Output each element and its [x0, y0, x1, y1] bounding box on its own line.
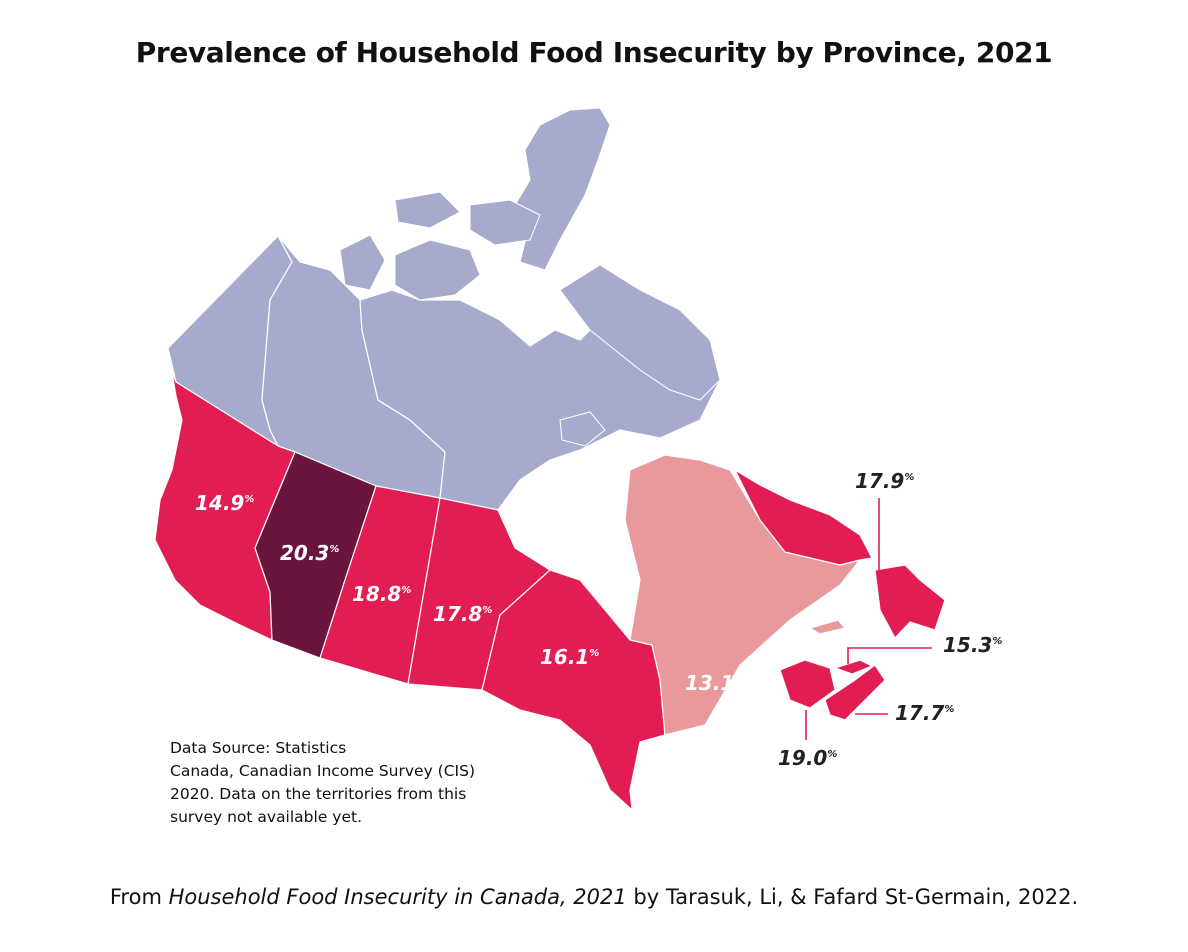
leader-lines: [805, 498, 932, 740]
melville-island: [394, 191, 461, 229]
source-line: survey not available yet.: [170, 808, 362, 826]
data-source-note: Data Source: Statistics Canada, Canadian…: [170, 737, 560, 829]
citation-book-title: Household Food Insecurity in Canada, 202…: [168, 885, 627, 909]
label-manitoba: 17.8%: [433, 602, 492, 626]
source-line: Data Source: Statistics: [170, 739, 347, 757]
value-labels: 14.9% 20.3% 18.8% 17.8% 16.1% 13.1% 17.9…: [195, 469, 1002, 770]
victoria-island: [394, 239, 481, 301]
label-saskatchewan: 18.8%: [352, 582, 411, 606]
banks-island: [339, 234, 386, 291]
devon-island: [469, 199, 541, 246]
province-labrador: [733, 468, 873, 566]
arctic-islands: [339, 107, 721, 447]
province-saskatchewan: [319, 485, 441, 685]
province-new-brunswick: [779, 659, 836, 709]
province-newfoundland-island: [874, 564, 946, 640]
label-quebec: 13.1%: [685, 671, 744, 695]
citation-prefix: From: [109, 885, 169, 909]
leader-line-pei: [847, 647, 932, 664]
label-ontario: 16.1%: [540, 645, 599, 669]
label-bc: 14.9%: [195, 491, 254, 515]
southampton-island: [559, 411, 606, 447]
provinces: [154, 371, 946, 812]
map-title: Prevalence of Household Food Insecurity …: [135, 36, 1053, 69]
province-nova-scotia: [824, 664, 886, 721]
source-line: 2020. Data on the territories from this: [170, 785, 467, 803]
ellesmere-island: [514, 107, 611, 271]
province-ontario: [481, 569, 666, 812]
label-nova-scotia: 17.7%: [895, 701, 954, 725]
citation: From Household Food Insecurity in Canada…: [0, 885, 1188, 909]
baffin-island: [559, 264, 721, 401]
label-alberta: 20.3%: [280, 541, 339, 565]
label-pei: 15.3%: [943, 633, 1002, 657]
anticosti-island: [808, 619, 847, 635]
label-newfoundland: 17.9%: [855, 469, 914, 493]
province-quebec: [624, 454, 862, 736]
citation-suffix: by Tarasuk, Li, & Fafard St-Germain, 202…: [626, 885, 1079, 909]
label-new-brunswick: 19.0%: [778, 746, 837, 770]
source-line: Canada, Canadian Income Survey (CIS): [170, 762, 476, 780]
province-pei: [833, 659, 874, 675]
